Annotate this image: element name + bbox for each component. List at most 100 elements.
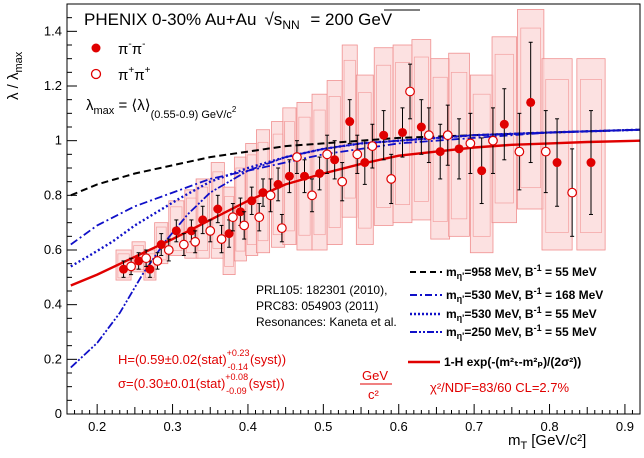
data-point-pi-minus bbox=[526, 97, 536, 107]
y-tick-label: 0.8 bbox=[44, 187, 62, 202]
systematic-box-inner bbox=[395, 62, 410, 205]
data-point-pi-minus bbox=[477, 166, 487, 176]
sigma-unit-denominator: c² bbox=[368, 387, 380, 402]
systematic-box-inner bbox=[472, 93, 491, 237]
data-point-pi-plus bbox=[465, 138, 476, 149]
energy-value: 200 GeV bbox=[325, 10, 393, 29]
data-point-pi-minus bbox=[330, 155, 340, 165]
x-tick-label: 0.2 bbox=[88, 419, 106, 434]
systematic-box-inner bbox=[284, 121, 295, 232]
data-point-pi-plus bbox=[442, 130, 453, 141]
data-point-pi-plus bbox=[254, 212, 265, 223]
axes: 0.2 0.3 0.4 0.5 0.6 0.7 0.8 0.9 0 0.2 0.4 0.6 0.8 1 1.… bbox=[44, 17, 634, 434]
data-point-pi-plus bbox=[205, 225, 216, 236]
data-point-pi-plus bbox=[126, 261, 136, 272]
x-tick-label: 0.5 bbox=[314, 419, 332, 434]
y-tick-label: 1 bbox=[55, 133, 62, 148]
x-tick-label: 0.4 bbox=[239, 419, 257, 434]
data-point-pi-minus bbox=[416, 122, 426, 132]
systematic-box-inner bbox=[580, 79, 602, 233]
data-point-pi-minus bbox=[198, 215, 208, 225]
x-tick-label: 0.9 bbox=[616, 419, 634, 434]
lambda-max-definition: λmax = ⟨λ⟩(0.55-0.9) GeV/c2 bbox=[86, 97, 237, 121]
data-point-pi-minus bbox=[247, 196, 257, 206]
data-point-pi-minus bbox=[398, 127, 408, 137]
data-point-pi-plus bbox=[152, 256, 163, 266]
y-tick-label: 0.2 bbox=[44, 351, 62, 366]
systematic-box-inner bbox=[358, 92, 372, 229]
data-point-pi-minus bbox=[273, 179, 283, 189]
data-point-pi-plus bbox=[141, 253, 152, 264]
data-point-pi-plus bbox=[276, 223, 287, 234]
y-tick-label: 0.6 bbox=[44, 242, 62, 257]
systematic-box-inner bbox=[328, 96, 341, 228]
data-point-pi-plus bbox=[178, 239, 189, 250]
data-point-pi-plus bbox=[488, 135, 498, 146]
y-axis-title: λ / λmax bbox=[5, 51, 25, 100]
model-legend: mη'=958 MeV, B-1 = 55 MeV mη'=530 MeV, B… bbox=[408, 263, 603, 369]
data-point-pi-plus bbox=[514, 146, 525, 157]
y-tick-label: 0 bbox=[55, 406, 62, 421]
model-legend-label-2: mη'=530 MeV, B-1 = 55 MeV bbox=[446, 305, 597, 323]
data-point-pi-plus bbox=[190, 236, 201, 247]
data-point-pi-plus bbox=[337, 176, 348, 187]
data-point-pi-plus bbox=[322, 149, 333, 160]
data-points bbox=[119, 41, 596, 278]
x-tick-label: 0.7 bbox=[465, 419, 483, 434]
data-point-pi-plus bbox=[367, 141, 378, 152]
systematic-box-inner bbox=[376, 64, 392, 208]
energy-prefix: √s bbox=[264, 10, 282, 29]
data-point-pi-minus bbox=[360, 158, 370, 168]
data-point-pi-plus bbox=[307, 190, 317, 201]
data-point-pi-plus bbox=[567, 187, 578, 198]
data-point-pi-plus bbox=[352, 149, 363, 160]
legend-marker-pi-plus bbox=[90, 68, 102, 80]
data-point-pi-plus bbox=[163, 245, 174, 255]
data-point-pi-minus bbox=[186, 226, 196, 236]
y-tick-label: 1.2 bbox=[44, 78, 62, 93]
model-curve-1 bbox=[70, 128, 641, 246]
model-legend-label-1: mη'=530 MeV, B-1 = 168 MeV bbox=[446, 286, 603, 304]
data-point-pi-minus bbox=[586, 158, 596, 168]
chart-title: PHENIX 0-30% Au+Au √sNN = 200 GeV bbox=[84, 10, 393, 32]
data-point-pi-plus bbox=[386, 174, 397, 184]
data-point-pi-minus bbox=[171, 226, 181, 236]
y-tick-label: 1.4 bbox=[44, 23, 62, 38]
legend-marker-pi-minus bbox=[91, 43, 101, 53]
systematic-box-inner bbox=[170, 206, 183, 251]
legend-label-pi-minus: π-π- bbox=[118, 39, 145, 58]
data-point-pi-minus bbox=[345, 117, 355, 127]
data-point-pi-plus bbox=[405, 86, 415, 97]
x-tick-label: 0.8 bbox=[540, 419, 558, 434]
fit-parameter-H: H=(0.59±0.02(stat)+0.23 -0.14 (syst)) bbox=[118, 348, 286, 372]
data-point-pi-minus bbox=[552, 158, 562, 168]
reference-3: Resonances: Kaneta et al. bbox=[256, 315, 397, 329]
systematic-box-inner bbox=[520, 27, 541, 189]
systematic-box-inner bbox=[145, 253, 155, 279]
systematic-box-inner bbox=[235, 167, 246, 252]
sigma-unit-numerator: GeV bbox=[362, 368, 388, 383]
data-point-pi-minus bbox=[235, 207, 245, 217]
chi2-ndf: χ²/NDF=83/60 CL=2.7% bbox=[430, 380, 569, 395]
systematic-box-inner bbox=[343, 59, 356, 199]
x-tick-label: 0.6 bbox=[390, 419, 408, 434]
data-point-pi-plus bbox=[239, 220, 250, 231]
data-point-pi-plus bbox=[292, 152, 302, 162]
x-axis-title: mT [GeV/c²] bbox=[508, 432, 586, 452]
data-point-pi-minus bbox=[379, 130, 389, 140]
data-point-pi-minus bbox=[284, 171, 294, 181]
systematic-box-inner bbox=[224, 196, 234, 267]
data-point-pi-plus bbox=[540, 146, 551, 157]
model-legend-label-3: mη'=250 MeV, B-1 = 55 MeV bbox=[446, 323, 597, 341]
fit-legend-label: 1-H exp(-(m²ₜ-m²ₚ)/(2σ²)) bbox=[444, 355, 581, 369]
data-point-pi-plus bbox=[227, 212, 238, 223]
data-point-pi-minus bbox=[213, 204, 223, 214]
data-point-pi-minus bbox=[454, 144, 464, 154]
data-point-pi-minus bbox=[315, 168, 325, 178]
y-tick-label: 0.4 bbox=[44, 297, 62, 312]
reference-2: PRC83: 054903 (2011) bbox=[256, 299, 379, 313]
systematic-box-inner bbox=[494, 53, 514, 204]
x-tick-label: 0.3 bbox=[164, 419, 182, 434]
data-point-pi-minus bbox=[299, 171, 309, 181]
